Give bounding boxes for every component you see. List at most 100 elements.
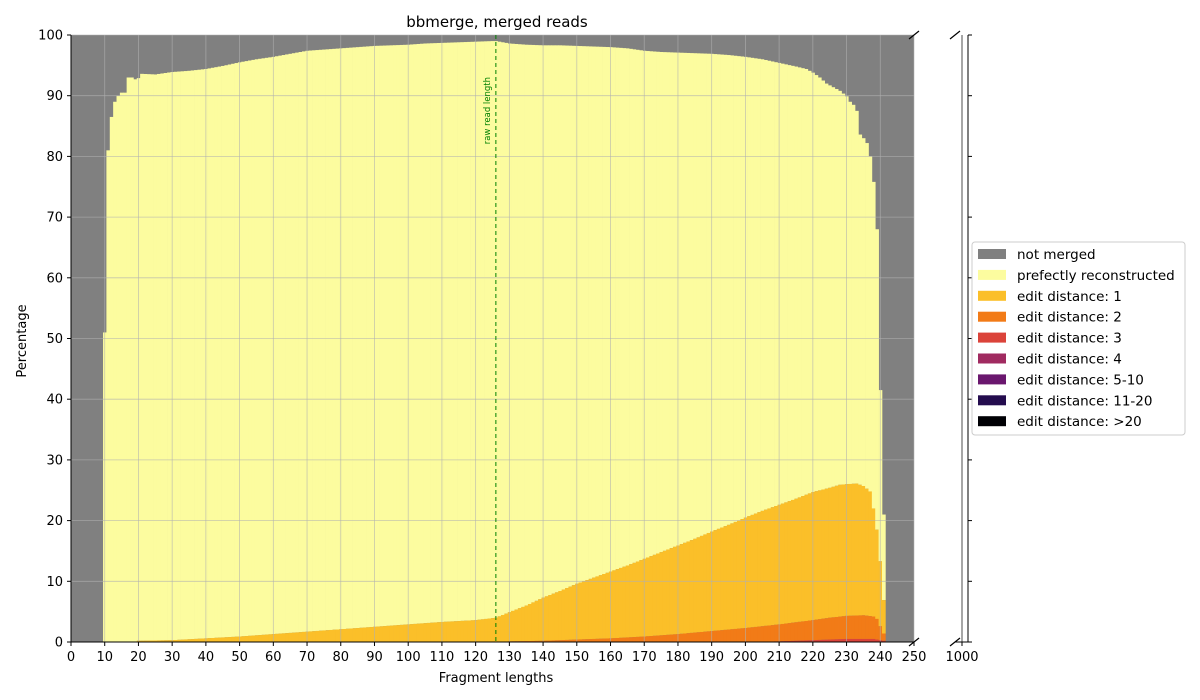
bar-edit-1 — [177, 639, 181, 642]
bar-perfect — [268, 57, 272, 635]
bar-perfect — [295, 52, 299, 633]
bar-perfect — [706, 53, 711, 533]
bar-perfect — [548, 45, 552, 596]
bar-edit-1 — [511, 610, 515, 642]
bar-perfect — [490, 41, 495, 619]
bar-edit-1 — [524, 605, 529, 642]
bar-edit-1 — [460, 620, 465, 642]
legend-swatch — [978, 332, 1006, 343]
bar-perfect — [558, 45, 562, 592]
bar-edit-2 — [858, 615, 863, 639]
bar-edit-3 — [848, 638, 852, 642]
legend-swatch — [978, 311, 1006, 322]
bar-edit-2 — [854, 615, 859, 639]
x-axis: 0 10 20 30 40 50 60 70 80 90 100 110 120 130 140 150 160… — [67, 642, 926, 665]
bar-edit-2 — [683, 633, 687, 642]
bar-perfect — [814, 75, 819, 492]
bar-edit-2 — [868, 616, 873, 639]
bar-perfect — [393, 45, 397, 626]
bar-edit-3 — [831, 639, 836, 642]
bar-perfect — [352, 47, 357, 629]
bar-perfect — [787, 65, 792, 502]
bar-edit-2 — [787, 623, 792, 642]
bar-edit-1 — [554, 592, 559, 641]
bar-perfect — [423, 43, 428, 624]
bar-perfect — [470, 41, 475, 621]
bar-perfect — [301, 51, 306, 632]
bar-edit-2 — [767, 625, 772, 642]
x-tick-label: 230 — [834, 650, 859, 665]
bar-edit-1 — [858, 484, 863, 616]
bar-perfect — [328, 49, 333, 630]
bar-edit-1 — [433, 622, 438, 642]
bar-perfect — [797, 67, 802, 498]
y-tick-label: 90 — [46, 89, 63, 104]
legend-label: edit distance: 1 — [1017, 289, 1122, 305]
bar-edit-1 — [612, 570, 616, 639]
y-tick-label: 40 — [46, 393, 63, 408]
bar-perfect — [517, 44, 522, 609]
bar-edit-2 — [720, 630, 724, 642]
bar-perfect — [477, 41, 482, 620]
main-plot-area: raw read length — [70, 34, 915, 643]
bar-perfect — [683, 52, 687, 543]
x-tick-label: 30 — [164, 650, 181, 665]
bar-edit-1 — [821, 489, 825, 619]
bar-edit-1 — [622, 566, 627, 638]
bar-perfect — [197, 69, 202, 639]
bar-edit-2 — [693, 632, 697, 642]
bar-perfect — [153, 74, 158, 641]
bar-edit-1 — [618, 567, 623, 638]
chart-title: bbmerge, merged reads — [406, 13, 588, 31]
x-tick-label: 110 — [430, 650, 455, 665]
bar-edit-2 — [605, 638, 610, 642]
bar-edit-1 — [875, 529, 879, 619]
bar-edit-3 — [790, 640, 795, 642]
bar-edit-1 — [747, 516, 751, 628]
bar-perfect — [527, 44, 532, 605]
bar-perfect — [585, 46, 589, 581]
bar-edit-3 — [865, 638, 869, 642]
bar-edit-2 — [861, 615, 866, 639]
bar-perfect — [726, 55, 731, 525]
bar-edit-3 — [834, 639, 839, 642]
bar-edit-1 — [295, 632, 299, 642]
bar-perfect — [264, 57, 269, 635]
bar-perfect — [251, 59, 256, 636]
bar-perfect — [426, 43, 431, 623]
bar-perfect — [258, 58, 262, 636]
bar-perfect — [194, 70, 198, 639]
bar-perfect — [602, 46, 606, 575]
bar-perfect — [430, 43, 434, 623]
bar-edit-1 — [150, 640, 154, 642]
legend-label: edit distance: 4 — [1017, 352, 1122, 368]
legend-swatch — [978, 290, 1006, 301]
bar-perfect — [784, 64, 788, 503]
bar-edit-2 — [838, 616, 842, 640]
bar-perfect — [763, 60, 768, 510]
bar-edit-3 — [861, 638, 866, 642]
bar-edit-2 — [551, 640, 556, 642]
bar-edit-1 — [652, 554, 657, 636]
bar-edit-1 — [180, 639, 185, 642]
bar-edit-1 — [477, 619, 482, 642]
bar-perfect — [285, 54, 289, 634]
bar-edit-1 — [153, 640, 158, 642]
bar-perfect — [187, 70, 192, 640]
bar-edit-1 — [598, 575, 603, 639]
bar-edit-1 — [568, 586, 573, 640]
bar-perfect — [140, 73, 144, 641]
bar-edit-1 — [332, 629, 337, 642]
x-tick-label: 80 — [332, 650, 349, 665]
bar-perfect — [227, 64, 232, 638]
bar-edit-1 — [659, 552, 664, 636]
bar-edit-1 — [790, 499, 795, 623]
bar-perfect — [838, 90, 842, 485]
bar-perfect — [794, 66, 799, 499]
bar-edit-2 — [598, 638, 603, 642]
bar-perfect — [629, 48, 633, 565]
y-tick-label: 20 — [46, 514, 63, 529]
bar-edit-2 — [821, 618, 825, 640]
bar-perfect — [106, 150, 111, 642]
bar-perfect — [733, 55, 738, 522]
